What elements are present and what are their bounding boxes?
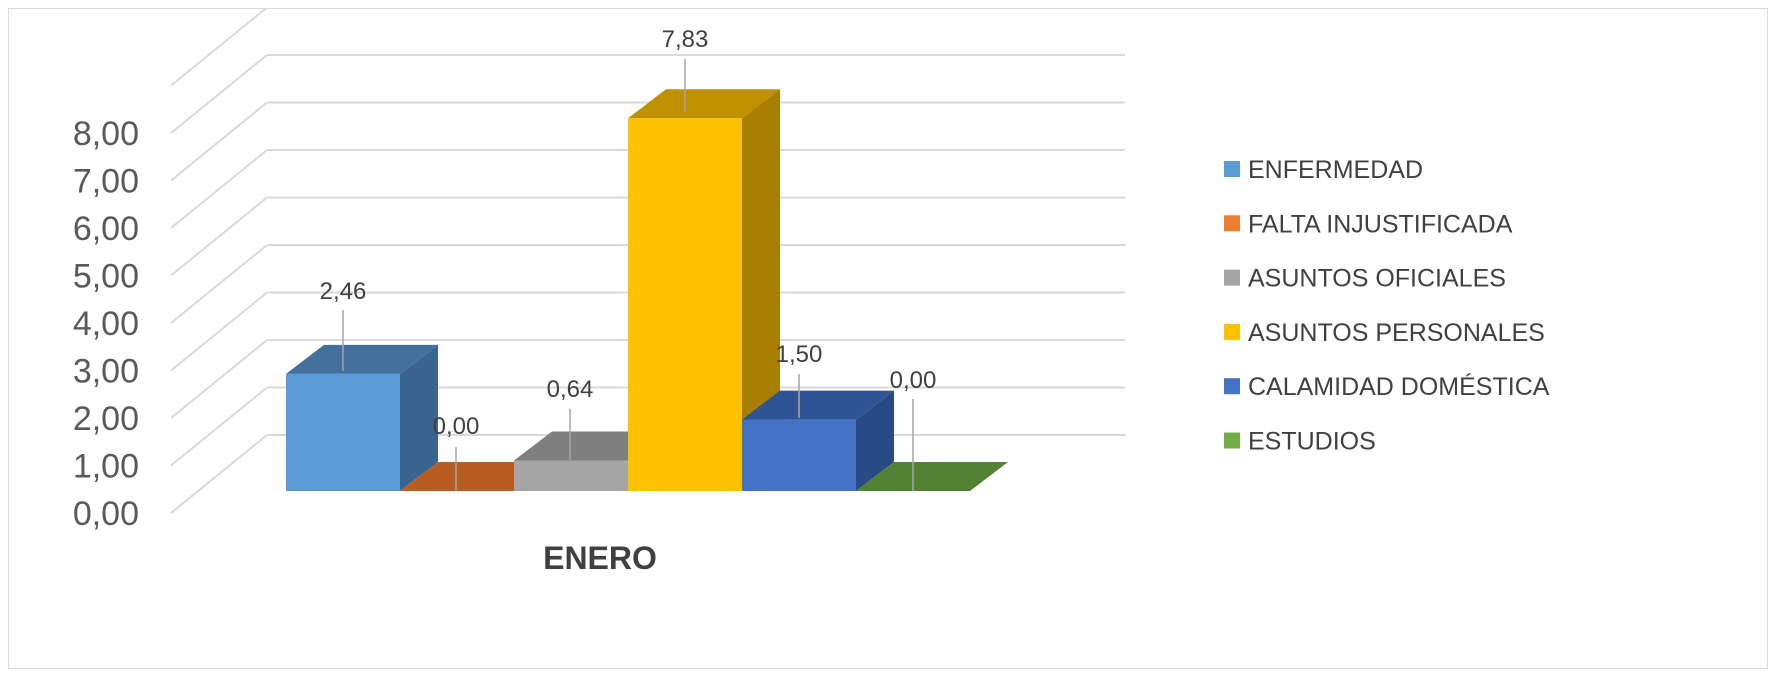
data-label: 1,50 [776, 341, 823, 368]
gridline-side [170, 149, 268, 229]
gridline-side [170, 54, 268, 134]
x-category-label: ENERO [543, 540, 657, 576]
bars [286, 89, 1008, 492]
legend: ENFERMEDAD FALTA INJUSTIFICADA ASUNTOS OFI… [1224, 156, 1550, 456]
gridline-side [170, 9, 267, 87]
gridline-side [170, 434, 268, 514]
legend-swatch [1224, 432, 1240, 449]
bar-front [514, 460, 628, 491]
bar-top [286, 344, 438, 374]
data-label: 2,46 [320, 278, 367, 305]
legend-item: ESTUDIOS [1224, 428, 1376, 456]
legend-label: ASUNTOS OFICIALES [1248, 265, 1506, 293]
data-label: 0,00 [433, 413, 480, 440]
legend-label: CALAMIDAD DOMÉSTICA [1248, 372, 1550, 401]
legend-item: FALTA INJUSTIFICADA [1224, 210, 1513, 238]
legend-swatch [1224, 215, 1240, 232]
legend-item: ASUNTOS PERSONALES [1224, 319, 1545, 347]
gridline-side [170, 196, 268, 277]
y-tick-label: 0,00 [73, 495, 139, 533]
bar-side [400, 344, 438, 491]
chart-area: 0,00 1,00 2,00 3,00 4,00 5,00 6,00 7,00 8,00 2,4… [8, 8, 1768, 669]
gridline-side [170, 244, 268, 324]
data-label: 7,83 [662, 26, 709, 53]
gridline-side [170, 101, 268, 182]
legend-item: CALAMIDAD DOMÉSTICA [1224, 372, 1550, 401]
gridline-side [170, 339, 268, 419]
y-tick-label: 7,00 [73, 163, 139, 201]
legend-label: ESTUDIOS [1248, 428, 1376, 456]
legend-label: ENFERMEDAD [1248, 156, 1423, 184]
data-label: 0,64 [547, 376, 594, 403]
legend-swatch [1224, 161, 1240, 177]
y-tick-label: 5,00 [73, 258, 139, 296]
bar-side [856, 390, 894, 491]
legend-swatch [1224, 269, 1240, 286]
y-tick-label: 8,00 [73, 115, 139, 153]
bar-front [286, 373, 400, 491]
data-label: 0,00 [890, 367, 937, 394]
bar-side [742, 89, 780, 492]
bar-top [742, 390, 894, 420]
data-labels: 2,46 0,00 0,64 7,83 1,50 0,00 [320, 26, 937, 491]
legend-label: FALTA INJUSTIFICADA [1248, 210, 1513, 238]
legend-swatch [1224, 378, 1240, 395]
bar-5 [742, 390, 894, 491]
chart-svg: 0,00 1,00 2,00 3,00 4,00 5,00 6,00 7,00 8,00 2,4… [73, 9, 1550, 576]
bar-front [628, 118, 742, 492]
y-tick-label: 6,00 [73, 210, 139, 248]
gridline-side [170, 291, 268, 372]
y-tick-label: 3,00 [73, 353, 139, 391]
bar-4 [628, 89, 780, 492]
bar-front [742, 419, 856, 491]
legend-item: ENFERMEDAD [1224, 156, 1423, 184]
y-tick-label: 4,00 [73, 305, 139, 343]
bar-6 [856, 462, 1008, 491]
bar-1 [286, 344, 438, 491]
bar-top [856, 462, 1008, 491]
y-tick-label: 2,00 [73, 400, 139, 438]
legend-swatch [1224, 323, 1240, 340]
y-axis-ticks: 0,00 1,00 2,00 3,00 4,00 5,00 6,00 7,00 8,00 [73, 115, 139, 533]
legend-label: ASUNTOS PERSONALES [1248, 319, 1545, 347]
legend-item: ASUNTOS OFICIALES [1224, 265, 1506, 293]
x-axis-categories: ENERO [543, 540, 657, 576]
bar-top [628, 89, 780, 119]
gridline-side [170, 386, 268, 467]
y-tick-label: 1,00 [73, 448, 139, 486]
